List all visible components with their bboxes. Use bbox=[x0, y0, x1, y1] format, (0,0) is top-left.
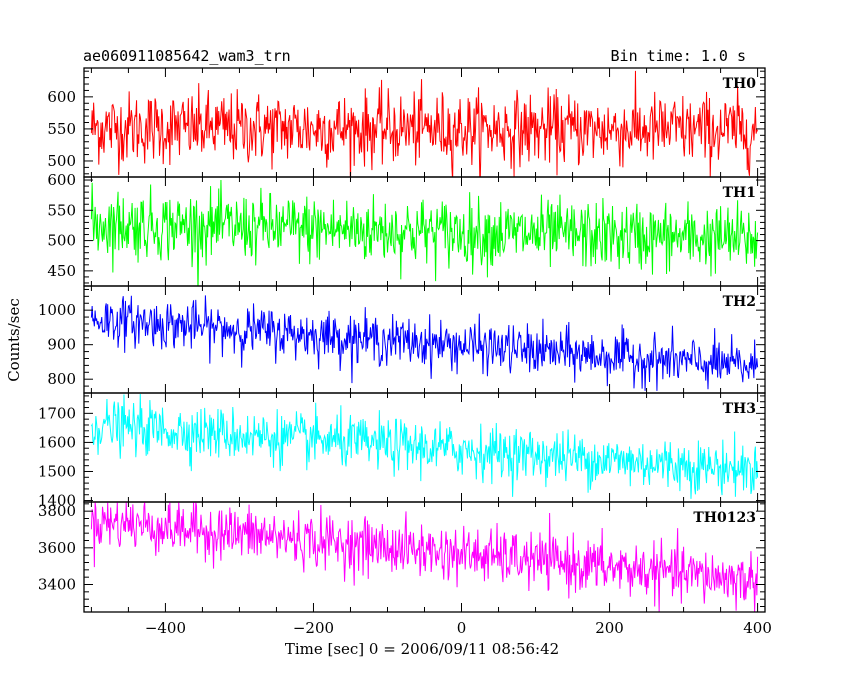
time-axis: −400 −200 0 200 400 bbox=[145, 619, 772, 637]
panel-label-th0123: TH0123 bbox=[693, 510, 756, 526]
source-title: ae060911085642_wam3_trn bbox=[83, 47, 291, 65]
panel-th1: 450 500 550 600 TH1 bbox=[47, 171, 766, 287]
series-th1-line bbox=[90, 180, 759, 286]
panel-th0: 500 550 600 TH0 bbox=[47, 67, 766, 178]
y-tick-label: 3800 bbox=[38, 502, 76, 520]
y-tick-label: 900 bbox=[47, 336, 76, 354]
y-tick-label: 1700 bbox=[38, 404, 76, 422]
panel-th3: 1400 1500 1600 1700 TH3 bbox=[38, 392, 766, 510]
panel-th2: 800 900 1000 TH2 bbox=[38, 285, 766, 394]
panel-label-th0: TH0 bbox=[723, 76, 757, 92]
y-tick-label: 1000 bbox=[38, 301, 76, 319]
x-tick-label: −400 bbox=[145, 619, 186, 637]
x-tick-label: 200 bbox=[595, 619, 624, 637]
series-th2-line bbox=[90, 295, 759, 391]
y-tick-label: 500 bbox=[47, 232, 76, 250]
panel-th0123: 3400 3600 3800 TH0123 bbox=[38, 501, 766, 613]
x-axis-title: Time [sec] 0 = 2006/09/11 08:56:42 bbox=[285, 640, 559, 658]
y-tick-label: 500 bbox=[47, 152, 76, 170]
bin-time-label: Bin time: 1.0 s bbox=[611, 47, 746, 65]
y-tick-label: 450 bbox=[47, 262, 76, 280]
y-tick-label: 3600 bbox=[38, 539, 76, 557]
series-th0123-line bbox=[90, 502, 759, 612]
panel-label-th2: TH2 bbox=[723, 294, 756, 310]
y-tick-label: 600 bbox=[47, 88, 76, 106]
y-tick-label: 550 bbox=[47, 201, 76, 219]
x-tick-label: 400 bbox=[743, 619, 772, 637]
y-tick-label: 1500 bbox=[38, 462, 76, 480]
y-tick-label: 600 bbox=[47, 171, 76, 189]
x-tick-label: 0 bbox=[457, 619, 467, 637]
y-tick-label: 800 bbox=[47, 370, 76, 388]
y-tick-label: 1400 bbox=[38, 492, 76, 510]
series-th0-line bbox=[90, 70, 759, 177]
y-tick-label: 550 bbox=[47, 120, 76, 138]
panel-label-th1: TH1 bbox=[723, 185, 756, 201]
y-tick-label: 3400 bbox=[38, 576, 76, 594]
series-th3-line bbox=[90, 394, 759, 499]
y-axis-title: Counts/sec bbox=[5, 298, 23, 382]
panel-label-th3: TH3 bbox=[723, 401, 756, 417]
x-tick-label: −200 bbox=[293, 619, 334, 637]
y-tick-label: 1600 bbox=[38, 433, 76, 451]
panel-stack: 500 550 600 TH0 450 500 550 600 TH1 800 900 1000 TH2… bbox=[38, 67, 766, 613]
